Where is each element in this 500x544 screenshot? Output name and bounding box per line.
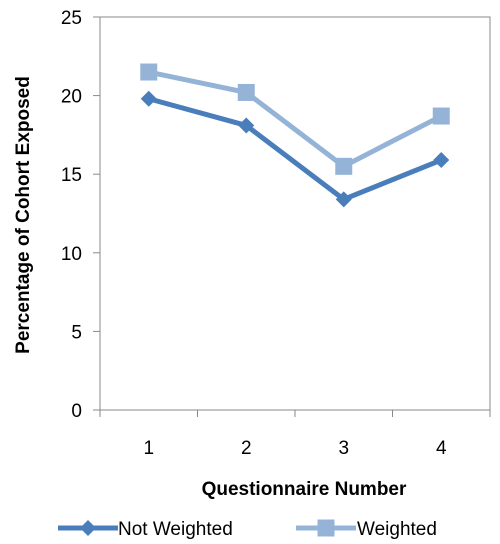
series-layer — [140, 63, 450, 208]
legend-marker — [80, 520, 96, 536]
data-point — [433, 152, 450, 169]
legend: Not Weighted Weighted — [58, 519, 437, 540]
x-axis: 1 2 3 4 — [99, 410, 491, 459]
data-point — [140, 90, 157, 107]
y-tick-label: 0 — [71, 401, 82, 422]
x-tick-label: 2 — [241, 438, 252, 459]
y-axis-title: Percentage of Cohort Exposed — [13, 76, 34, 354]
y-tick-label: 20 — [61, 87, 82, 108]
series-line — [148, 96, 443, 202]
series-line — [148, 69, 443, 169]
data-point — [335, 191, 352, 208]
data-point — [335, 157, 353, 175]
legend-marker — [317, 519, 335, 537]
series-weighted — [140, 63, 450, 175]
data-point — [140, 63, 158, 81]
legend-label: Not Weighted — [118, 519, 233, 540]
y-tick-label: 5 — [71, 322, 82, 343]
data-point — [237, 83, 255, 101]
legend-entry: Weighted — [296, 519, 437, 540]
legend-entry: Not Weighted — [58, 519, 233, 540]
x-tick-label: 4 — [436, 438, 447, 459]
x-axis-title: Questionnaire Number — [202, 479, 407, 500]
y-axis: 0 5 10 15 20 25 — [61, 8, 100, 422]
legend-label: Weighted — [357, 519, 437, 540]
y-tick-label: 15 — [61, 165, 82, 186]
x-tick-label: 3 — [338, 438, 349, 459]
y-tick-label: 25 — [61, 8, 82, 29]
x-tick-label: 1 — [143, 438, 154, 459]
data-point — [432, 107, 450, 125]
y-tick-label: 10 — [61, 244, 82, 265]
data-point — [238, 117, 255, 134]
series-not-weighted — [140, 90, 450, 208]
